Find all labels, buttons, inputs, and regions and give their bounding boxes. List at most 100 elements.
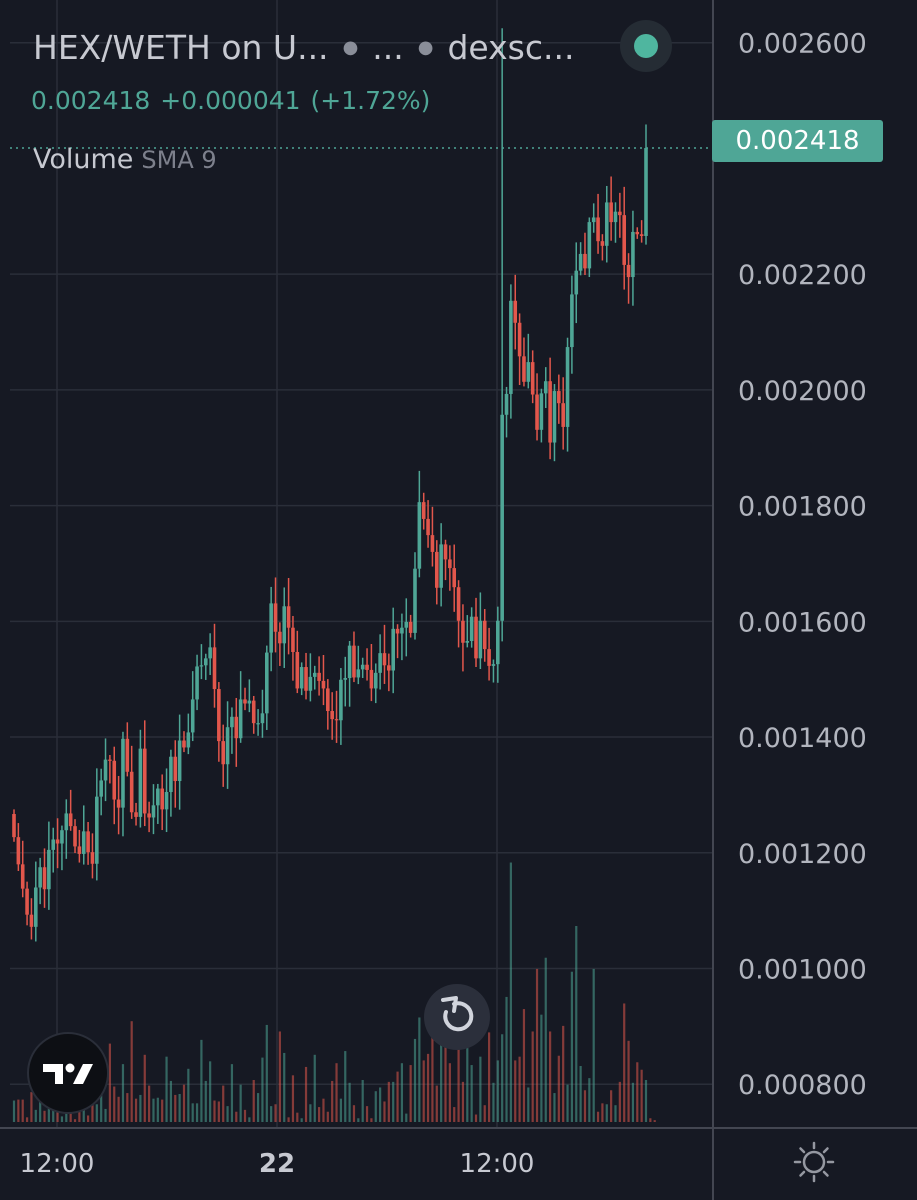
live-indicator-icon[interactable] [620, 20, 672, 72]
price-tick-label: 0.001400 [738, 723, 867, 754]
volume-bar [339, 1098, 342, 1122]
volume-bar [418, 1017, 421, 1122]
reset-chart-button[interactable] [424, 984, 490, 1050]
volume-bar [396, 1071, 399, 1122]
candle-body [95, 796, 99, 864]
volume-bar [501, 1034, 504, 1122]
candle-body [517, 322, 522, 357]
candle-body [308, 676, 313, 691]
candle-body [195, 666, 199, 700]
volume-bar [169, 1080, 173, 1122]
candle-body [417, 502, 422, 569]
candle-body [596, 217, 600, 242]
candle-body [474, 616, 478, 659]
volume-bar [161, 1099, 164, 1122]
reset-rotate-icon [441, 996, 474, 1032]
candle-body [543, 381, 548, 394]
symbol-title[interactable]: HEX/WETH on U... ●... ● dexsc... [33, 26, 575, 70]
volume-bar [466, 1027, 469, 1122]
candle-body [68, 813, 73, 827]
candle-body [421, 502, 426, 519]
volume-bar [195, 1103, 199, 1122]
volume-legend[interactable]: Volume SMA 9 [33, 144, 217, 175]
volume-bar [204, 1080, 207, 1122]
candle-body [443, 544, 448, 560]
volume-bar [95, 1104, 98, 1122]
volume-bar [426, 1053, 430, 1122]
candle-body [269, 603, 273, 653]
candle-body [574, 270, 579, 295]
candle-body [125, 738, 130, 772]
volume-bar [283, 1052, 286, 1122]
volume-bar [21, 1099, 24, 1122]
candle-body [369, 669, 374, 689]
candle-body [535, 394, 539, 430]
volume-bar [549, 1031, 552, 1122]
volume-bar [448, 1063, 451, 1122]
volume-bar [405, 1113, 408, 1122]
separator-dot: ● [417, 37, 434, 58]
candle-body [247, 700, 252, 704]
candle-body [77, 846, 82, 854]
candle-body [177, 740, 182, 782]
candle-body [583, 253, 587, 269]
candle-body [639, 234, 644, 236]
time-axis[interactable]: 12:00 22 12:00 [20, 1149, 535, 1179]
volume-label: Volume [33, 144, 134, 175]
volume-bar [12, 1100, 16, 1122]
volume-bar [34, 1109, 37, 1122]
candle-body [504, 393, 509, 415]
candle-body [522, 356, 526, 382]
candle-body [116, 799, 121, 808]
candle-body [299, 667, 304, 689]
candle-body [434, 551, 439, 588]
candle-body [212, 647, 217, 690]
volume-bar [304, 1066, 308, 1122]
candle-body [487, 649, 491, 666]
volume-bar [557, 1055, 560, 1122]
volume-bar [583, 1090, 587, 1122]
candle-body [347, 645, 352, 679]
volume-bar [239, 1084, 242, 1122]
candle-body [482, 620, 487, 650]
candle-body [356, 669, 361, 678]
volume-bar [352, 1105, 356, 1122]
candle-body [526, 362, 531, 382]
candle-body [382, 653, 387, 666]
candle-body [51, 839, 56, 850]
candle-body [291, 627, 295, 652]
candle-body [326, 688, 330, 712]
candle-body [491, 664, 496, 666]
volume-bar [248, 1117, 251, 1122]
volume-bar [313, 1054, 316, 1122]
time-tick-label: 12:00 [460, 1149, 535, 1179]
volume-bar [344, 1051, 347, 1122]
candle-body [108, 759, 112, 761]
candle-body [565, 347, 570, 427]
candle-body [469, 616, 474, 642]
volume-bar [335, 1063, 338, 1122]
tradingview-logo-icon[interactable] [27, 1032, 109, 1114]
candle-body [604, 202, 609, 246]
settings-gear-icon[interactable] [792, 1140, 836, 1184]
price-tick-label: 0.001200 [738, 839, 867, 870]
price-axis[interactable]: 0.002600 0.002200 0.002000 0.001800 0.001600… [738, 29, 867, 1101]
volume-bar [444, 1018, 447, 1122]
volume-bar [25, 1117, 29, 1122]
candle-body [243, 699, 247, 704]
candle-body [513, 300, 518, 323]
candle-body [312, 672, 317, 677]
volume-bar [309, 1104, 312, 1122]
candle-body [635, 231, 640, 235]
candle-body [456, 587, 461, 621]
volume-bar [30, 1092, 33, 1122]
candle-body [626, 264, 631, 278]
volume-bar [121, 1064, 125, 1122]
candle-body [548, 381, 552, 443]
separator-dot: ● [342, 37, 359, 58]
candle-body [208, 647, 212, 659]
volume-bar [187, 1068, 190, 1122]
volume-bar [130, 1021, 133, 1122]
price-tick-label: 0.000800 [738, 1070, 867, 1101]
